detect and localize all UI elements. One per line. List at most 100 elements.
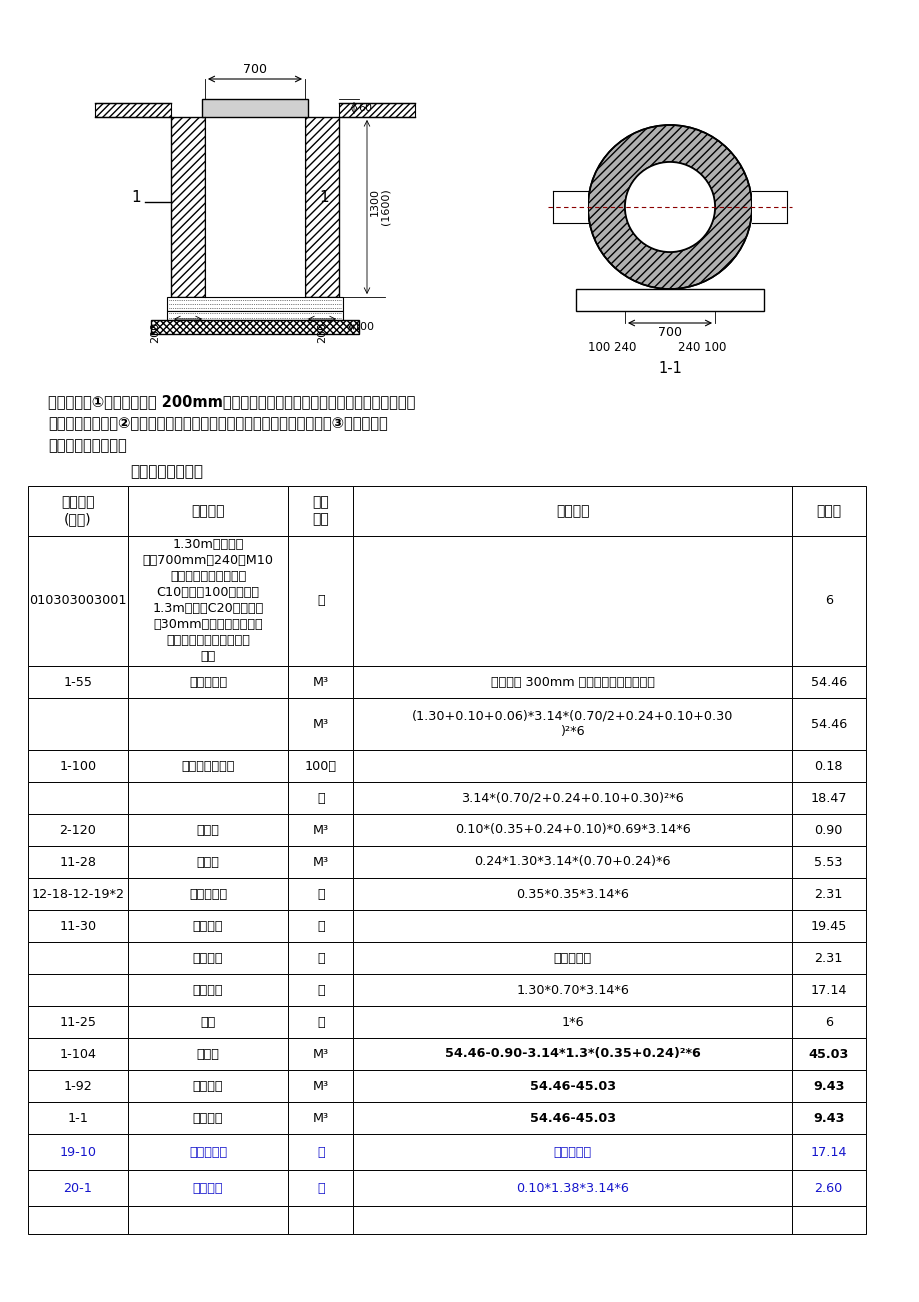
Text: 0.18: 0.18 [813,759,842,772]
Bar [128,750,288,783]
Bar [353,974,791,1006]
Bar [751,191,786,223]
Bar [28,536,128,667]
Text: 11-30: 11-30 [60,919,96,932]
Text: 同找坡面积: 同找坡面积 [553,952,591,965]
Text: 1.30m深的窨井
内径700mm，240厚M10
水泥砂浆标准砖井壁，
C10砼垫层100厚，井深
1.3m，底板C20细石砼找
坡30mm厚，内壁底板抹防
: 1.30m深的窨井 内径700mm，240厚M10 水泥砂浆标准砖井壁， C10… [142,539,273,664]
Text: 0.10*1.38*3.14*6: 0.10*1.38*3.14*6 [516,1181,629,1194]
Bar [791,667,865,698]
Bar [28,750,128,783]
Bar [353,536,791,667]
Bar [353,910,791,943]
Bar [128,943,288,974]
Bar [28,698,128,750]
Text: M³: M³ [312,1079,329,1092]
Text: 2-120: 2-120 [60,823,96,836]
Text: 计量
单位: 计量 单位 [312,495,329,526]
Text: 人工挖地坑: 人工挖地坑 [188,676,227,689]
Text: 孔洞所占的体积。②回填土为挖土体积减垫层、砖砌体积、井内空体积。③两种不同深: 孔洞所占的体积。②回填土为挖土体积减垫层、砖砌体积、井内空体积。③两种不同深 [48,417,387,431]
Text: 砼垫层: 砼垫层 [197,823,220,836]
Bar [288,1006,353,1038]
Text: ㎡: ㎡ [317,919,324,932]
Bar [791,1170,865,1206]
Text: 井底抹灰: 井底抹灰 [193,952,223,965]
Bar [353,667,791,698]
Bar [552,191,587,223]
Text: 工程量: 工程量 [815,504,840,518]
Bar [28,1006,128,1038]
Bar [28,783,128,814]
Text: 井内抹灰: 井内抹灰 [193,919,223,932]
Text: 17.14: 17.14 [810,1146,846,1159]
Text: 200: 200 [150,322,160,344]
Text: 砖砌体: 砖砌体 [197,855,220,868]
Text: 100㎡: 100㎡ [304,759,336,772]
Bar [28,1101,128,1134]
Bar [288,1038,353,1070]
Text: (1600): (1600) [380,189,391,225]
Text: 010303003001: 010303003001 [29,595,127,608]
Bar [353,698,791,750]
Bar [288,1206,353,1234]
Text: 2.31: 2.31 [813,952,842,965]
Text: 54.46-0.90-3.14*1.3*(0.35+0.24)²*6: 54.46-0.90-3.14*1.3*(0.35+0.24)²*6 [444,1048,699,1061]
Text: (1.30+0.10+0.06)*3.14*(0.70/2+0.24+0.10+0.30
)²*6: (1.30+0.10+0.06)*3.14*(0.70/2+0.24+0.10+… [412,710,732,738]
Bar [128,1170,288,1206]
Bar [353,1006,791,1038]
Bar [338,103,414,117]
Bar [791,698,865,750]
Text: 1-1: 1-1 [657,361,681,376]
Bar [28,1070,128,1101]
Text: 题目解析：①排水管直径为 200mm，在计算井壁工程量时不扣除井壁与排水管连接处: 题目解析：①排水管直径为 200mm，在计算井壁工程量时不扣除井壁与排水管连接处 [48,395,414,409]
Text: 2.60: 2.60 [813,1181,842,1194]
Text: ㎡: ㎡ [317,888,324,901]
Text: 20-1: 20-1 [63,1181,92,1194]
Bar [791,1038,865,1070]
Bar [353,1170,791,1206]
Text: M³: M³ [312,823,329,836]
Bar [288,878,353,910]
Text: 19.45: 19.45 [810,919,846,932]
Text: 2.31: 2.31 [813,888,842,901]
Bar [353,1070,791,1101]
Text: 同井壁抹灰: 同井壁抹灰 [553,1146,591,1159]
Text: 0.24*1.30*3.14*(0.70+0.24)*6: 0.24*1.30*3.14*(0.70+0.24)*6 [474,855,670,868]
Bar [28,1206,128,1234]
Text: 抹灰脚手架: 抹灰脚手架 [188,1146,227,1159]
Text: 5.53: 5.53 [813,855,842,868]
Bar [288,698,353,750]
Bar [575,289,763,311]
Text: 回填土: 回填土 [197,1048,220,1061]
Bar [167,311,343,320]
Text: 700: 700 [243,62,267,76]
Text: M³: M³ [312,717,329,730]
Bar [28,1134,128,1170]
Text: 0.90: 0.90 [813,823,842,836]
Bar [128,667,288,698]
Text: 1*6: 1*6 [561,1016,584,1029]
Bar [28,667,128,698]
Text: ㎡: ㎡ [317,952,324,965]
Bar [288,750,353,783]
Text: 解：工程量计算书: 解：工程量计算书 [130,464,203,479]
Bar [128,1070,288,1101]
Bar [128,910,288,943]
Text: 1-1: 1-1 [67,1112,88,1125]
Bar [353,783,791,814]
Bar [353,1038,791,1070]
Bar [28,814,128,846]
Bar [202,99,308,117]
Bar [791,1006,865,1038]
Bar [288,1070,353,1101]
Bar [28,846,128,878]
Text: ㎡: ㎡ [317,983,324,996]
Text: 54.46: 54.46 [810,676,845,689]
Text: 12-18-12-19*2: 12-18-12-19*2 [31,888,124,901]
Bar [28,486,128,536]
Bar [28,1038,128,1070]
Bar [128,536,288,667]
Circle shape [624,161,714,253]
Bar [288,783,353,814]
Text: 细石砼找坡: 细石砼找坡 [188,888,227,901]
Bar [28,910,128,943]
